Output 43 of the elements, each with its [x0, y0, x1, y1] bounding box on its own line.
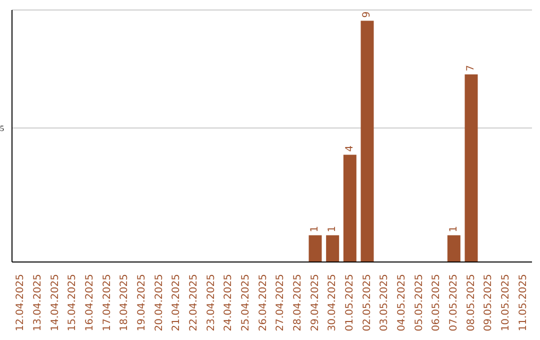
x-tick-label: 05.05.2025: [414, 274, 425, 332]
data-label: 1: [327, 226, 338, 232]
x-tick-label: 29.04.2025: [310, 274, 321, 332]
x-tick-label: 20.04.2025: [154, 274, 165, 332]
x-tick-label: 03.05.2025: [379, 274, 390, 332]
x-tick-label: 22.04.2025: [188, 274, 200, 332]
data-label: 9: [362, 11, 373, 18]
bar: [360, 20, 374, 262]
x-tick-label: 21.04.2025: [171, 274, 182, 332]
bar: [343, 154, 356, 262]
x-tick-label: 04.05.2025: [396, 274, 408, 332]
x-tick-label: 08.05.2025: [466, 274, 477, 332]
x-tick-label: 10.05.2025: [500, 274, 512, 332]
data-label: 7: [466, 64, 477, 72]
x-tick-label: 02.05.2025: [362, 274, 373, 332]
bar: [447, 235, 460, 262]
x-tick-label: 24.04.2025: [223, 274, 234, 332]
y-tick-label: 5: [0, 124, 4, 133]
x-tick-label: 15.04.2025: [67, 274, 78, 332]
x-tick-label: 11.05.2025: [518, 274, 529, 332]
x-tick-label: 09.05.2025: [483, 274, 494, 332]
data-label: 1: [448, 226, 460, 232]
x-tick-label: 19.04.2025: [136, 274, 148, 332]
data-label: 4: [344, 145, 356, 152]
x-tick-label: 07.05.2025: [448, 274, 460, 332]
x-tick-label: 12.04.2025: [15, 274, 26, 332]
bar: [464, 74, 478, 262]
x-tick-label: 23.04.2025: [206, 274, 217, 332]
x-tick-label: 30.04.2025: [327, 274, 338, 332]
x-tick-label: 27.04.2025: [275, 274, 286, 332]
bar: [308, 235, 322, 262]
x-tick-label: 16.04.2025: [84, 274, 96, 332]
x-tick-label: 01.05.2025: [344, 274, 356, 332]
x-tick-label: 14.04.2025: [50, 274, 61, 332]
x-tick-label: 13.04.2025: [32, 274, 44, 332]
data-label: 1: [310, 226, 321, 232]
x-tick-label: 25.04.2025: [240, 274, 252, 332]
x-tick-label: 17.04.2025: [102, 274, 113, 332]
x-tick-label: 06.05.2025: [431, 274, 442, 332]
x-tick-label: 18.04.2025: [119, 274, 130, 332]
x-tick-label: 26.04.2025: [258, 274, 269, 332]
x-tick-label: 28.04.2025: [292, 274, 304, 332]
bar: [326, 235, 340, 262]
